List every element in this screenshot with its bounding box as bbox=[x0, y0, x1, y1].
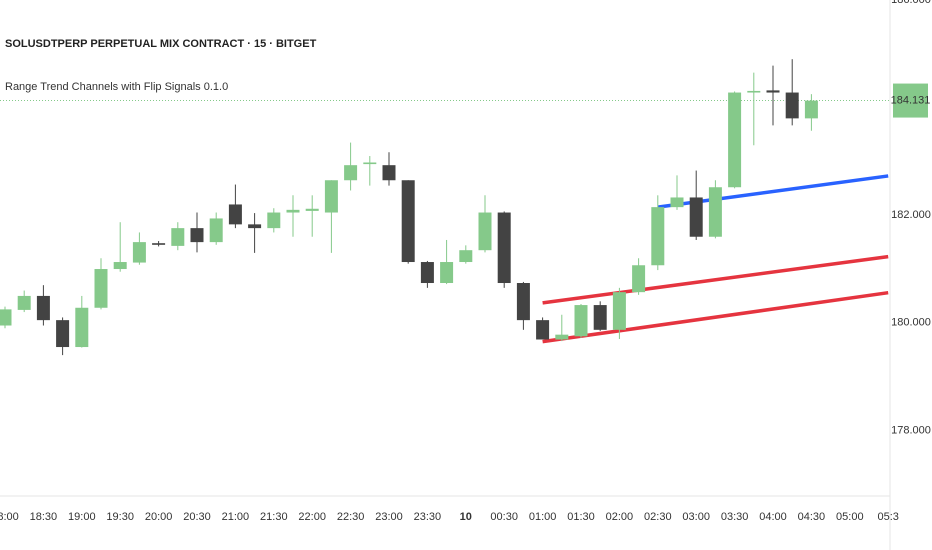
x-tick-label: 19:00 bbox=[68, 511, 96, 523]
candle-body bbox=[152, 243, 166, 245]
x-tick-label: 00:30 bbox=[490, 511, 518, 523]
x-tick-label: 03:00 bbox=[682, 511, 710, 523]
last-price-label: 184.131 bbox=[891, 94, 931, 106]
candle-body bbox=[363, 162, 377, 165]
x-tick-label: 20:00 bbox=[145, 511, 173, 523]
candle-body bbox=[36, 295, 50, 321]
candle-body bbox=[612, 292, 626, 330]
candle-body bbox=[459, 250, 473, 263]
candle-body bbox=[766, 90, 780, 93]
x-tick-label: 01:00 bbox=[529, 511, 557, 523]
x-tick-label: 21:30 bbox=[260, 511, 288, 523]
candle-body bbox=[305, 208, 319, 211]
x-tick-label: 02:30 bbox=[644, 511, 672, 523]
x-tick-label: 22:30 bbox=[337, 511, 365, 523]
candle-body bbox=[401, 180, 415, 263]
candle-body bbox=[94, 269, 108, 308]
channel-line bbox=[542, 290, 889, 344]
x-tick-label: 23:30 bbox=[414, 511, 442, 523]
x-tick-label: 21:00 bbox=[222, 511, 250, 523]
candle-body bbox=[689, 197, 703, 237]
x-tick-label: 18:00 bbox=[0, 511, 19, 523]
candle-body bbox=[747, 90, 761, 93]
candle-body bbox=[190, 228, 204, 243]
candle-body bbox=[248, 224, 262, 229]
candle-body bbox=[651, 207, 665, 266]
x-tick-label: 03:30 bbox=[721, 511, 749, 523]
x-tick-label: 04:00 bbox=[759, 511, 787, 523]
candle-body bbox=[228, 204, 242, 225]
candle-body bbox=[708, 187, 722, 237]
candle-body bbox=[17, 295, 31, 310]
candle-body bbox=[324, 180, 338, 213]
candle-body bbox=[804, 100, 818, 119]
x-tick-label: 05:3 bbox=[877, 511, 898, 523]
candle-body bbox=[420, 262, 434, 284]
candle-body bbox=[132, 242, 146, 263]
candle-body bbox=[75, 307, 89, 348]
x-tick-label: 10 bbox=[460, 511, 472, 523]
candle-body bbox=[728, 92, 742, 188]
candle-body bbox=[56, 320, 70, 348]
candle-body bbox=[536, 320, 550, 340]
candle-body bbox=[209, 218, 223, 243]
x-tick-label: 23:00 bbox=[375, 511, 403, 523]
candle-body bbox=[785, 92, 799, 119]
x-tick-label: 04:30 bbox=[798, 511, 826, 523]
candle-body bbox=[171, 228, 185, 246]
x-tick-label: 01:30 bbox=[567, 511, 595, 523]
candle-body bbox=[344, 165, 358, 181]
y-tick-label: 182.000 bbox=[891, 209, 931, 221]
candle-body bbox=[440, 262, 454, 284]
y-tick-label: 180.000 bbox=[891, 317, 931, 329]
chart-title: SOLUSDTPERP PERPETUAL MIX CONTRACT · 15 … bbox=[5, 38, 317, 50]
y-tick-label: 178.000 bbox=[891, 424, 931, 436]
candle-body bbox=[497, 212, 511, 284]
candle-body bbox=[478, 212, 492, 251]
x-tick-label: 18:30 bbox=[30, 511, 58, 523]
candle-body bbox=[286, 209, 300, 213]
x-tick-label: 20:30 bbox=[183, 511, 211, 523]
x-tick-label: 05:00 bbox=[836, 511, 864, 523]
y-tick-label: 186.000 bbox=[891, 0, 931, 6]
candle-body bbox=[0, 309, 12, 326]
candle-body bbox=[670, 197, 684, 208]
candle-body bbox=[382, 165, 396, 181]
candle-body bbox=[267, 212, 281, 229]
candle-body bbox=[113, 262, 127, 270]
candle-body bbox=[574, 305, 588, 337]
x-tick-label: 22:00 bbox=[298, 511, 326, 523]
candle-body bbox=[593, 305, 607, 330]
last-price-box bbox=[893, 83, 928, 118]
candle-body bbox=[632, 265, 646, 293]
indicator-name: Range Trend Channels with Flip Signals 0… bbox=[5, 81, 228, 93]
x-tick-label: 19:30 bbox=[106, 511, 134, 523]
candle-body bbox=[516, 283, 530, 321]
channel-line bbox=[542, 254, 889, 305]
x-tick-label: 02:00 bbox=[606, 511, 634, 523]
candle-body bbox=[555, 334, 569, 340]
